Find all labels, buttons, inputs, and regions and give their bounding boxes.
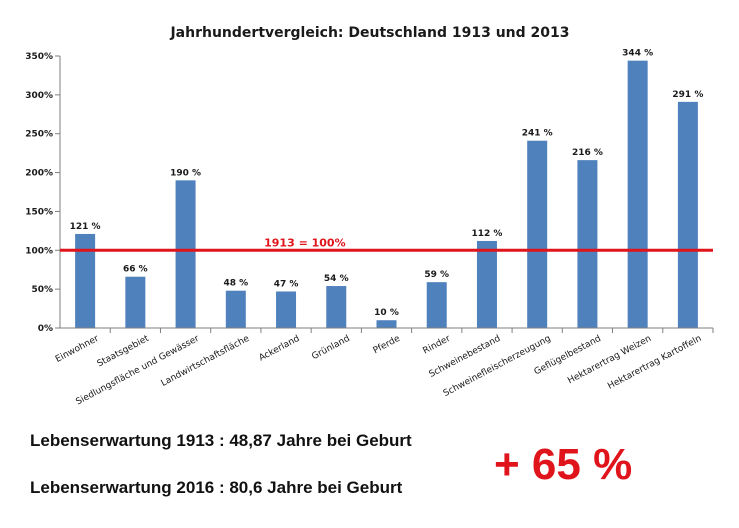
y-tick-label: 350% — [25, 52, 53, 62]
x-tick-label: Rinder — [421, 334, 452, 357]
data-label: 59 % — [424, 270, 449, 280]
bar — [376, 320, 397, 328]
data-label: 66 % — [123, 265, 148, 275]
data-labels: 121 % 66 % 190 % 48 % 47 % 54 % 10 % 59 % 112 % 2… — [70, 49, 704, 319]
x-tick-label: Pferde — [372, 334, 403, 357]
y-tick-label: 250% — [25, 130, 53, 140]
bar — [577, 160, 598, 328]
data-label: 112 % — [471, 229, 502, 239]
bar — [426, 282, 447, 328]
y-axis: 0% 50% 100% 150% 200% 250% 300% 350% — [25, 52, 61, 334]
y-tick-label: 150% — [25, 207, 53, 217]
bar — [75, 233, 96, 328]
bars — [75, 60, 698, 329]
y-tick-label: 100% — [25, 246, 53, 256]
x-tick-label: Grünland — [310, 334, 351, 362]
reference-line-group: 1913 = 100% — [60, 236, 713, 252]
bar — [627, 60, 648, 329]
reference-line-label: 1913 = 100% — [264, 236, 345, 249]
bar — [125, 276, 146, 328]
bar — [225, 290, 246, 328]
x-tick-label: Ackerland — [257, 334, 301, 364]
life-expectancy-1913: Lebenserwartung 1913 : 48,87 Jahre bei G… — [30, 431, 412, 450]
data-label: 216 % — [572, 148, 603, 158]
bar — [476, 240, 497, 328]
data-label: 344 % — [622, 49, 653, 59]
y-tick-label: 0% — [38, 324, 53, 334]
x-tick-label: Hektarertrag Kartoffeln — [606, 334, 703, 392]
bar — [326, 286, 347, 328]
chart-title: Jahrhundertvergleich: Deutschland 1913 u… — [169, 25, 569, 41]
y-tick-label: 200% — [25, 169, 53, 179]
bar — [677, 101, 698, 328]
life-expectancy-increase: + 65 % — [494, 440, 633, 489]
data-label: 48 % — [223, 279, 248, 289]
x-tick-label: Einwohner — [54, 334, 101, 365]
data-label: 10 % — [374, 308, 399, 318]
bar — [276, 291, 297, 328]
y-tick-label: 300% — [25, 91, 53, 101]
bar-chart: Jahrhundertvergleich: Deutschland 1913 u… — [25, 25, 714, 407]
life-expectancy-2016: Lebenserwartung 2016 : 80,6 Jahre bei Ge… — [30, 478, 403, 497]
y-tick-label: 50% — [31, 285, 53, 295]
data-label: 47 % — [274, 279, 299, 289]
data-label: 54 % — [324, 274, 349, 284]
data-label: 121 % — [70, 222, 101, 232]
bar — [527, 140, 548, 328]
x-tick-label: Hektarertrag Weizen — [566, 334, 653, 386]
bar — [175, 180, 196, 328]
data-label: 190 % — [170, 168, 201, 178]
x-tick-label: Landwirtschaftsfläche — [160, 334, 252, 389]
data-label: 241 % — [522, 129, 553, 139]
data-label: 291 % — [672, 90, 703, 100]
